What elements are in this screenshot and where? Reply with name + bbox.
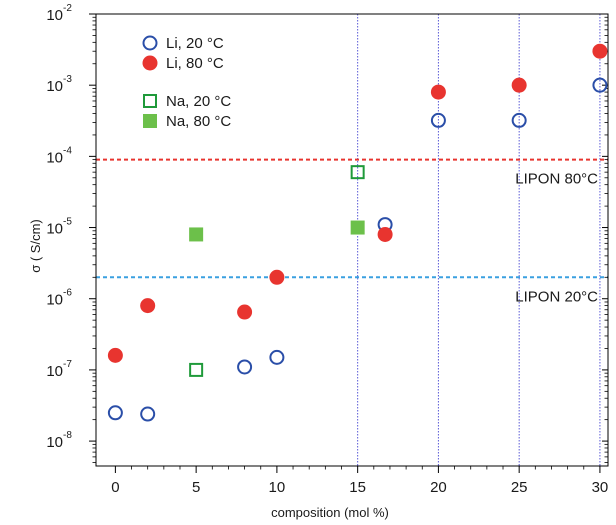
y-axis-title: σ ( S/cm) (28, 219, 43, 273)
x-tick-label: 30 (592, 479, 609, 496)
data-point-series-1 (237, 304, 253, 320)
x-tick-label: 15 (349, 479, 366, 496)
data-point-series-1 (377, 226, 393, 242)
x-tick-label: 5 (192, 479, 200, 496)
y-tick-exponent: -8 (63, 430, 72, 441)
reference-lines: LIPON 80°C LIPON 20°C (96, 158, 608, 305)
x-tick-label: 25 (511, 479, 528, 496)
data-point-series-0 (592, 77, 608, 93)
grid-lines (357, 14, 601, 466)
data-point-series-2 (189, 362, 204, 377)
legend-marker-3 (143, 114, 157, 128)
x-axis-title: composition (mol %) (271, 505, 389, 520)
legend-label-0: Li, 20 °C (166, 35, 224, 52)
data-point-series-1 (140, 298, 156, 314)
y-tick-label: 10 (46, 7, 63, 24)
data-point-series-1 (592, 43, 608, 59)
y-tick-exponent: -5 (63, 217, 72, 228)
data-point-series-0 (511, 112, 527, 128)
legend-label-2: Na, 20 °C (166, 93, 231, 110)
plot-frame (95, 13, 609, 467)
legend-marker-2 (143, 94, 157, 108)
data-point-series-1 (430, 84, 446, 100)
y-tick-label: 10 (46, 149, 63, 166)
data-point-series-0 (269, 349, 285, 365)
y-tick-exponent: -2 (63, 3, 72, 14)
data-points (107, 43, 608, 422)
legend-label-3: Na, 80 °C (166, 113, 231, 130)
x-tick-label: 20 (430, 479, 447, 496)
legend-marker-1 (142, 55, 158, 71)
data-point-series-1 (269, 269, 285, 285)
y-tick-exponent: -3 (63, 74, 72, 85)
y-tick-label: 10 (46, 363, 63, 380)
data-point-series-3 (350, 220, 365, 235)
data-point-series-0 (107, 405, 123, 421)
legend-marker-0 (142, 35, 158, 51)
y-tick-exponent: -7 (63, 359, 72, 370)
x-tick-label: 0 (111, 479, 119, 496)
data-point-series-1 (511, 77, 527, 93)
data-point-series-1 (107, 347, 123, 363)
y-tick-label: 10 (46, 221, 63, 238)
y-tick-exponent: -4 (63, 145, 72, 156)
data-point-series-3 (189, 227, 204, 242)
x-tick-label: 10 (269, 479, 286, 496)
y-tick-exponent: -6 (63, 288, 72, 299)
data-point-series-0 (237, 359, 253, 375)
reference-line-label-0: LIPON 80°C (515, 171, 598, 188)
data-point-series-0 (430, 112, 446, 128)
data-point-series-0 (140, 406, 156, 422)
reference-line-label-1: LIPON 20°C (515, 288, 598, 305)
y-tick-label: 10 (46, 78, 63, 95)
y-tick-label: 10 (46, 434, 63, 451)
legend: Li, 20 °C Li, 80 °C Na, 20 °C Na, 80 °C (142, 35, 231, 130)
data-point-series-2 (350, 165, 365, 180)
legend-label-1: Li, 80 °C (166, 55, 224, 72)
y-tick-label: 10 (46, 292, 63, 309)
